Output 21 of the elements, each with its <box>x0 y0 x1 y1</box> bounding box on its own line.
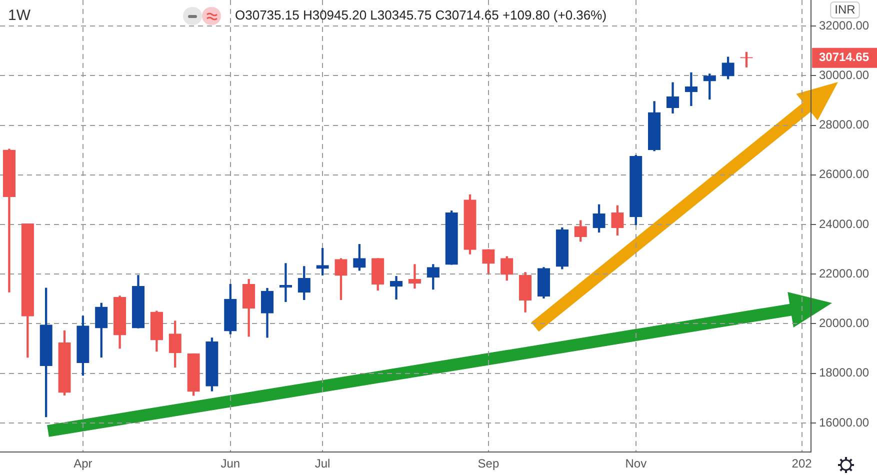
candlestick <box>408 264 422 289</box>
text: 30714.65 <box>818 50 870 64</box>
x-tick-label: 202 <box>792 456 812 471</box>
y-tick-label: 30000.00 <box>819 68 870 82</box>
x-tick-label: Jul <box>314 456 330 471</box>
x-tick-label: Jun <box>220 456 240 471</box>
y-tick-label: 26000.00 <box>819 167 870 182</box>
y-tick-label: 18000.00 <box>819 366 870 380</box>
annotation: O30735.15 H30945.20 L30345.75 C30714.65 +109.80 (+0.36%) <box>235 8 607 23</box>
x-tick-label: Sep <box>478 456 500 471</box>
y-tick-label: 20000.00 <box>819 316 870 330</box>
y-tick-label: 22000.00 <box>819 266 870 280</box>
x-tick-label: Apr <box>74 456 92 471</box>
text: 1W <box>8 7 32 24</box>
y-tick-label: 32000.00 <box>819 18 870 32</box>
candlestick <box>684 72 698 106</box>
y-tick-label: 28000.00 <box>819 118 870 132</box>
y-axis-title: INR <box>834 2 856 16</box>
y-tick-label: 24000.00 <box>819 216 870 231</box>
y-tick-label: 16000.00 <box>819 415 870 430</box>
x-tick-label: Nov <box>625 456 647 471</box>
